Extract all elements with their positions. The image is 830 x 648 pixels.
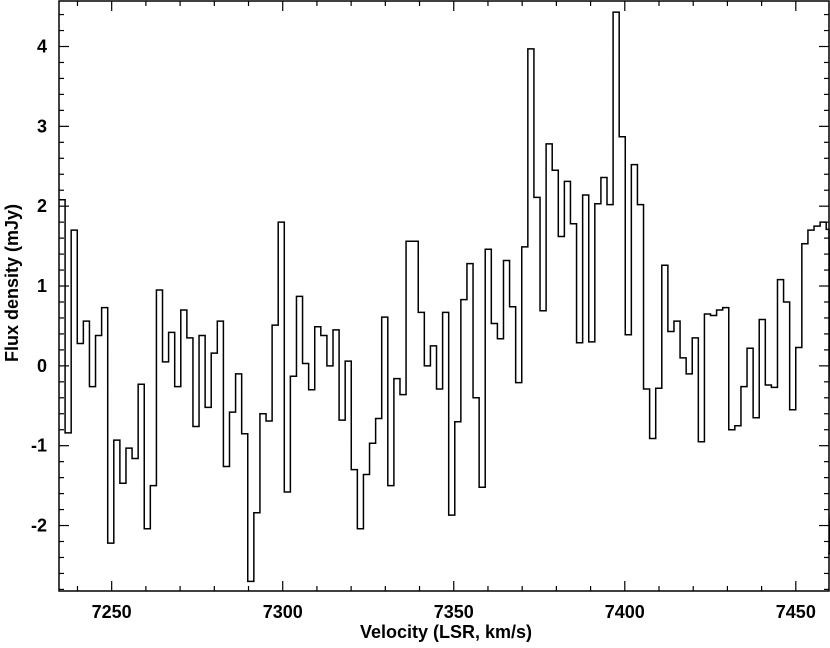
y-tick-label: 2 — [37, 196, 47, 216]
axis-tick-labels: 7250 7300 7350 7400 7450 -2 -1 0 1 2 3 4 — [31, 37, 816, 622]
x-tick-label: 7400 — [605, 602, 645, 622]
axis-ticks — [59, 1, 829, 591]
spectrum-step-line — [59, 11, 830, 583]
y-tick-label: 1 — [37, 276, 47, 296]
x-tick-label: 7300 — [263, 602, 303, 622]
plot-frame — [58, 0, 830, 592]
x-tick-label: 7450 — [776, 602, 816, 622]
x-tick-label: 7350 — [434, 602, 474, 622]
y-tick-label: 0 — [37, 356, 47, 376]
x-tick-label: 7250 — [92, 602, 132, 622]
x-axis-title: Velocity (LSR, km/s) — [360, 622, 532, 642]
y-tick-label: -1 — [31, 436, 47, 456]
y-tick-label: 3 — [37, 116, 47, 136]
y-tick-label: -2 — [31, 516, 47, 536]
y-tick-label: 4 — [37, 37, 47, 57]
y-axis-title: Flux density (mJy) — [2, 204, 22, 362]
